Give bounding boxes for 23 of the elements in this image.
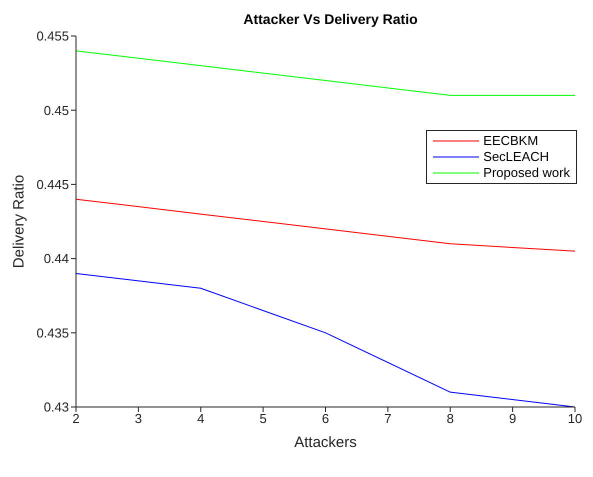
x-tick-label: 4 — [197, 411, 204, 426]
y-tick-label: 0.445 — [36, 177, 69, 192]
chart-title: Attacker Vs Delivery Ratio — [242, 11, 419, 27]
line-series — [76, 50, 575, 96]
y-tick-label: 0.43 — [44, 400, 69, 415]
x-axis-title: Attackers — [294, 434, 357, 451]
x-tick-label: 9 — [509, 411, 516, 426]
x-tick-label: 2 — [72, 411, 80, 426]
x-tick-label: 5 — [260, 411, 267, 426]
x-tick-label: 7 — [384, 411, 392, 426]
y-tick-label: 0.455 — [36, 28, 69, 44]
legend-label: EECBKM — [483, 133, 538, 149]
x-tick-label: 3 — [134, 411, 142, 426]
y-tick-label: 0.44 — [44, 251, 69, 266]
legend-label: Proposed work — [483, 165, 570, 181]
y-axis-title: Delivery Ratio — [10, 174, 28, 268]
y-tick-label: 0.45 — [44, 102, 69, 118]
y-tick-label: 0.435 — [36, 325, 69, 340]
x-tick-label: 6 — [322, 411, 330, 426]
legend-label: SecLEACH — [483, 149, 550, 165]
x-tick-label: 10 — [568, 411, 582, 426]
line-series — [76, 198, 575, 252]
x-tick-label: 8 — [446, 411, 454, 426]
